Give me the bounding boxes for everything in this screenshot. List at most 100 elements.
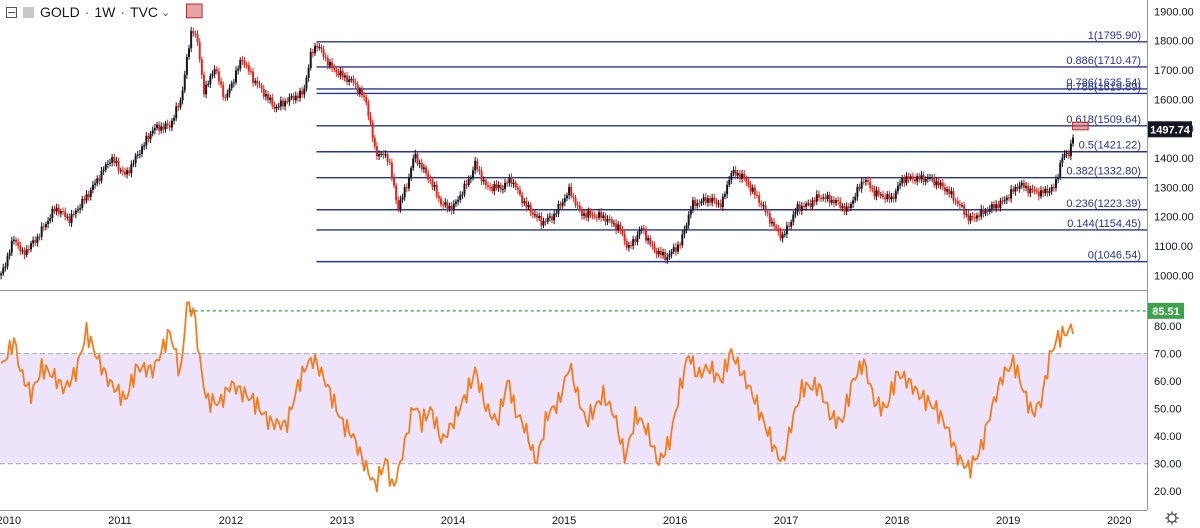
candle-body <box>444 202 447 206</box>
candle-body <box>924 178 927 182</box>
candle-body <box>307 67 310 78</box>
candle-body <box>655 250 658 255</box>
candle-body <box>576 205 579 207</box>
candle-body <box>465 183 468 185</box>
source-label[interactable]: TVC <box>130 4 159 20</box>
candle-body <box>74 210 77 215</box>
candle-body <box>728 179 731 185</box>
candle-body <box>546 217 549 222</box>
candle-body <box>170 120 173 128</box>
candle-body <box>796 204 799 212</box>
candle-body <box>766 212 769 214</box>
interval-label[interactable]: 1W <box>94 4 116 20</box>
candle-body <box>10 240 13 253</box>
candle-body <box>239 59 242 69</box>
candle-body <box>62 211 65 213</box>
candle-body <box>960 205 963 207</box>
candle-body <box>175 106 178 119</box>
candle-body <box>495 184 498 189</box>
candle-body <box>314 45 317 54</box>
candle-body <box>625 241 628 248</box>
candle-body <box>467 179 470 185</box>
candle-body <box>386 154 389 162</box>
candle-body <box>196 34 199 43</box>
candle-body <box>198 42 201 60</box>
candle-body <box>207 83 210 85</box>
candle-body <box>414 153 417 159</box>
candle-body <box>375 146 378 157</box>
candle-body <box>529 204 532 213</box>
candle-body <box>177 106 180 108</box>
candle-body <box>429 179 432 181</box>
chevron-down-icon[interactable]: ⌄ <box>161 6 171 19</box>
symbol-swatch-icon <box>23 6 34 18</box>
candle-body <box>700 201 703 204</box>
candle-body <box>533 214 536 216</box>
rsi-tick-label: 80.00 <box>1154 321 1182 333</box>
candle-body <box>591 215 594 217</box>
candle-body <box>958 204 961 206</box>
candle-body <box>935 181 938 186</box>
candle-body <box>452 203 455 211</box>
candle-body <box>647 238 650 241</box>
candle-body <box>642 228 645 231</box>
candle-body <box>965 213 968 215</box>
collapse-icon[interactable] <box>6 6 17 18</box>
gear-ring <box>1167 513 1177 523</box>
candle-body <box>343 75 346 78</box>
candle-body <box>721 196 724 208</box>
candle-body <box>19 245 22 252</box>
candle-body <box>817 194 820 198</box>
candle-body <box>328 62 331 66</box>
candle-body <box>491 187 494 192</box>
candle-body <box>151 130 154 134</box>
symbol-name[interactable]: GOLD <box>40 4 80 20</box>
candle-body <box>694 200 697 206</box>
time-tick-label: 2019 <box>996 515 1020 527</box>
candle-body <box>173 118 176 121</box>
candle-body <box>126 170 129 175</box>
gear-icon[interactable] <box>1165 511 1179 525</box>
candle-body <box>113 157 116 163</box>
candle-body <box>666 257 669 261</box>
candle-body <box>894 191 897 199</box>
candle-body <box>1001 200 1004 202</box>
candle-body <box>281 100 284 107</box>
rsi-tick-label: 70.00 <box>1154 349 1182 361</box>
candle-body <box>805 203 808 207</box>
price-tick-label: 1000.00 <box>1154 270 1194 282</box>
candle-body <box>585 213 588 218</box>
fib-label: 0(1046.54) <box>1088 250 1141 262</box>
candle-body <box>736 173 739 176</box>
candle-body <box>973 217 976 219</box>
rsi-reference-label: 85.51 <box>1152 306 1180 318</box>
candle-body <box>213 69 216 75</box>
candle-body <box>1057 177 1060 180</box>
candle-body <box>1061 157 1064 163</box>
candle-body <box>34 240 37 243</box>
candle-body <box>79 207 82 210</box>
candle-body <box>843 206 846 212</box>
candle-body <box>224 97 227 99</box>
candle-body <box>497 184 500 189</box>
candle-body <box>640 228 643 231</box>
candle-body <box>580 209 583 216</box>
candle-body <box>489 186 492 188</box>
candle-body <box>909 176 912 179</box>
rsi-band-fill <box>0 353 1147 464</box>
candle-body <box>217 71 220 82</box>
candle-body <box>337 72 340 76</box>
candle-body <box>907 176 910 179</box>
candle-body <box>437 195 440 199</box>
candle-body <box>399 199 402 209</box>
candle-body <box>760 202 763 206</box>
candle-body <box>1050 186 1053 192</box>
candle-body <box>258 84 261 86</box>
price-tick-label: 1800.00 <box>1154 36 1194 48</box>
time-tick-label: 2012 <box>219 515 243 527</box>
candle-body <box>802 206 805 208</box>
candle-body <box>476 160 479 170</box>
candle-body <box>215 69 218 72</box>
rsi-tick-label: 50.00 <box>1154 404 1182 416</box>
